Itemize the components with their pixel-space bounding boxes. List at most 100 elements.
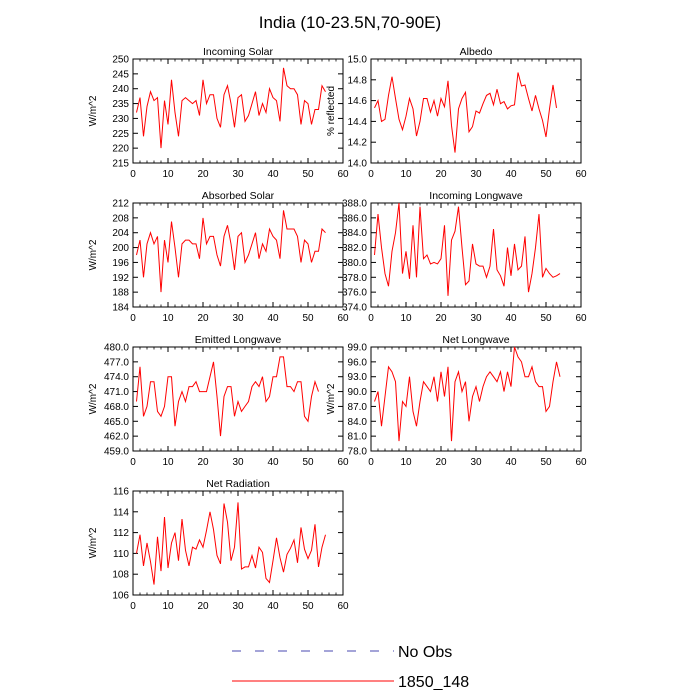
y-tick-label: 477.0	[104, 357, 129, 368]
x-tick-label: 60	[575, 457, 587, 468]
x-tick-label: 40	[267, 457, 279, 468]
y-tick-label: 382.0	[342, 243, 367, 254]
x-tick-label: 40	[505, 313, 517, 324]
legend: No Obs 1850_148	[232, 644, 469, 691]
x-tick-label: 60	[337, 313, 349, 324]
x-tick-label: 30	[232, 457, 244, 468]
y-tick-label: 376.0	[342, 288, 367, 299]
x-tick-label: 40	[505, 457, 517, 468]
series-line-1850-148	[136, 210, 326, 293]
panel-title: Incoming Longwave	[429, 190, 523, 202]
y-tick-label: 110	[113, 549, 129, 560]
x-tick-label: 10	[162, 169, 174, 180]
y-tick-label: 14.6	[348, 96, 368, 107]
x-tick-label: 20	[197, 313, 209, 324]
panel-absorbed-solar: Absorbed Solar 0 10 20 30 40 50 60 184 188 192 196 2…	[88, 190, 349, 324]
x-tick-label: 60	[575, 169, 587, 180]
y-tick-label: 14.2	[348, 138, 368, 149]
y-tick-label: 106	[112, 591, 129, 602]
legend-item-no-obs: No Obs	[232, 644, 452, 661]
series-line-1850-148	[374, 72, 557, 153]
x-tick-label: 0	[368, 313, 374, 324]
x-tick-label: 50	[540, 457, 552, 468]
x-tick-label: 40	[267, 601, 279, 612]
y-tick-label: 14.0	[348, 159, 368, 170]
legend-label: 1850_148	[398, 674, 469, 691]
legend-label: No Obs	[398, 644, 452, 661]
y-tick-label: 212	[112, 199, 129, 210]
x-tick-label: 10	[162, 457, 174, 468]
y-tick-label: 471.0	[104, 387, 129, 398]
x-tick-label: 10	[400, 313, 412, 324]
y-tick-label: 200	[112, 243, 129, 254]
y-axis-label: W/m^2	[88, 527, 99, 558]
y-tick-label: 462.0	[104, 432, 129, 443]
y-tick-label: 474.0	[104, 372, 129, 383]
x-tick-label: 0	[130, 313, 136, 324]
x-tick-label: 30	[232, 601, 244, 612]
y-tick-label: 386.0	[342, 213, 367, 224]
series-line-1850-148	[374, 202, 561, 296]
x-tick-label: 0	[130, 457, 136, 468]
y-axis-label: W/m^2	[326, 383, 337, 414]
x-tick-label: 50	[302, 457, 314, 468]
y-tick-label: 96.0	[348, 357, 368, 368]
y-tick-label: 184	[112, 303, 129, 314]
x-tick-label: 20	[197, 169, 209, 180]
plot-frame	[370, 202, 582, 308]
y-tick-label: 215	[112, 159, 129, 170]
x-tick-label: 40	[267, 169, 279, 180]
legend-item-1850-148: 1850_148	[232, 674, 469, 691]
y-tick-label: 208	[112, 213, 129, 224]
plot-frame	[132, 58, 344, 164]
y-tick-label: 114	[113, 507, 129, 518]
y-axis-label: W/m^2	[88, 239, 99, 270]
y-tick-label: 230	[112, 114, 129, 125]
series-line-1850-148	[374, 346, 561, 442]
x-tick-label: 40	[267, 313, 279, 324]
panel-incoming-longwave: Incoming Longwave 0 10 20 30 40 50 60 374.0 376.0…	[342, 190, 587, 324]
x-tick-label: 50	[540, 169, 552, 180]
x-tick-label: 30	[232, 169, 244, 180]
y-tick-label: 188	[112, 288, 129, 299]
x-tick-label: 50	[302, 601, 314, 612]
panel-emitted-longwave: Emitted Longwave 0 10 20 30 40 50 60 459.0 462.0 4…	[88, 334, 349, 468]
y-tick-label: 90.0	[348, 387, 368, 398]
y-tick-label: 112	[113, 528, 129, 539]
y-tick-label: 116	[113, 487, 129, 498]
y-tick-label: 465.0	[104, 417, 129, 428]
panels: Incoming Solar 0 10 20 30 40 50 60 215 220 225 230 2…	[88, 46, 587, 612]
y-tick-label: 204	[112, 228, 129, 239]
x-tick-label: 50	[540, 313, 552, 324]
x-tick-label: 0	[368, 457, 374, 468]
y-tick-label: 108	[112, 570, 129, 581]
panel-incoming-solar: Incoming Solar 0 10 20 30 40 50 60 215 220 225 230 2…	[88, 46, 349, 180]
y-tick-label: 240	[112, 84, 129, 95]
y-tick-label: 192	[112, 273, 129, 284]
y-tick-label: 14.4	[348, 117, 368, 128]
y-axis-label: % reflected	[326, 86, 337, 136]
x-tick-label: 0	[368, 169, 374, 180]
x-tick-label: 0	[130, 169, 136, 180]
y-tick-label: 14.8	[348, 75, 368, 86]
y-tick-label: 78.0	[348, 447, 368, 458]
y-tick-label: 378.0	[342, 273, 367, 284]
x-tick-label: 60	[575, 313, 587, 324]
x-tick-label: 60	[337, 169, 349, 180]
panel-title: Net Radiation	[206, 478, 270, 490]
y-axis-label: W/m^2	[88, 383, 99, 414]
y-tick-label: 459.0	[104, 447, 129, 458]
x-tick-label: 10	[400, 169, 412, 180]
x-tick-label: 20	[435, 457, 447, 468]
x-tick-label: 0	[130, 601, 136, 612]
y-tick-label: 99.0	[348, 343, 368, 354]
x-tick-label: 10	[162, 601, 174, 612]
x-tick-label: 60	[337, 601, 349, 612]
panel-title: Net Longwave	[442, 334, 509, 346]
x-tick-label: 30	[470, 313, 482, 324]
figure-title: India (10-23.5N,70-90E)	[259, 13, 441, 32]
y-tick-label: 220	[112, 144, 129, 155]
